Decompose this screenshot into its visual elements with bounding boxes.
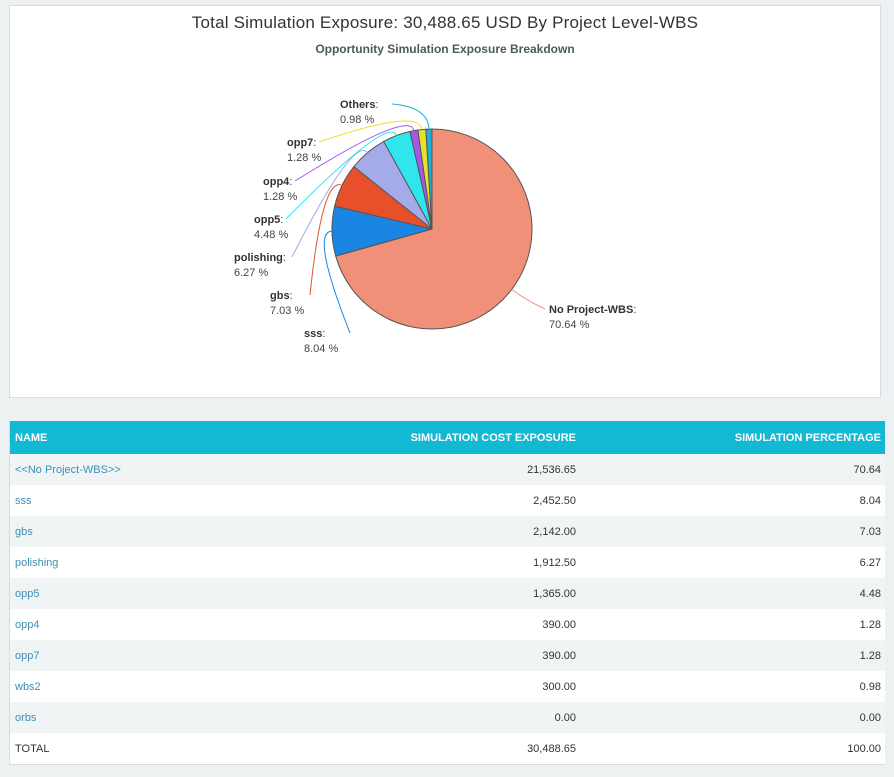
row-name-cell[interactable]: opp5 (10, 578, 290, 609)
row-cost-cell: 0.00 (554, 711, 576, 724)
slice-label: gbs: (270, 290, 293, 302)
slice-label: opp5: (254, 214, 283, 226)
exposure-table: NAME SIMULATION COST EXPOSURE SIMULATION… (9, 421, 885, 765)
slice-percentage-label: 0.98 % (340, 114, 374, 126)
row-percentage-cell: 7.03 (859, 525, 881, 538)
row-name-link[interactable]: <<No Project-WBS>> (15, 463, 121, 476)
connector-line (318, 120, 423, 143)
row-cost-cell: 390.00 (542, 649, 576, 662)
slice-label: Others: (340, 99, 379, 111)
row-percentage-cell: 0.00 (859, 711, 881, 724)
slice-label: opp4: (263, 176, 292, 188)
row-name-cell[interactable]: opp4 (10, 609, 290, 640)
pie-slice-others[interactable] (425, 128, 433, 230)
row-name-link[interactable]: opp7 (15, 649, 40, 662)
row-percentage-cell: 8.04 (859, 494, 881, 507)
row-cost-cell: 21,536.65 (527, 463, 576, 476)
row-percentage-cell: 6.27 (859, 556, 881, 569)
row-name-link[interactable]: orbs (15, 711, 37, 724)
table-row: opp4 390.00 1.28 (10, 609, 885, 640)
row-percentage-cell: 100.00 (847, 742, 881, 755)
row-cost-cell: 390.00 (542, 618, 576, 631)
row-name-cell: TOTAL (15, 742, 50, 755)
table-row: wbs2 300.00 0.98 (10, 671, 885, 702)
table-header-row: NAME SIMULATION COST EXPOSURE SIMULATION… (10, 421, 885, 454)
row-name-link[interactable]: polishing (15, 556, 59, 569)
table-row: sss 2,452.50 8.04 (10, 485, 885, 516)
slice-percentage-label: 70.64 % (549, 319, 590, 331)
column-header-cost[interactable]: SIMULATION COST EXPOSURE (410, 431, 576, 444)
connector-line (291, 150, 368, 258)
row-percentage-cell: 70.64 (853, 463, 881, 476)
table-row: polishing 1,912.50 6.27 (10, 547, 885, 578)
row-cost-cell: 1,912.50 (533, 556, 576, 569)
slice-percentage-label: 4.48 % (254, 229, 288, 241)
connector-line (511, 288, 546, 310)
row-name-link[interactable]: wbs2 (15, 680, 41, 693)
row-cost-cell: 2,142.00 (533, 525, 576, 538)
row-name-link[interactable]: opp4 (15, 618, 40, 631)
chart-title: Total Simulation Exposure: 30,488.65 USD… (191, 13, 699, 32)
connector-line (309, 184, 343, 296)
slice-label: No Project-WBS: (549, 304, 636, 316)
row-cost-cell: 30,488.65 (527, 742, 576, 755)
row-cost-cell: 1,365.00 (533, 587, 576, 600)
connector-line (294, 125, 415, 182)
row-name-cell[interactable]: polishing (10, 547, 290, 578)
slice-percentage-label: 7.03 % (270, 305, 304, 317)
slice-label: opp7: (287, 137, 316, 149)
table-total-row: TOTAL 30,488.65 100.00 (10, 733, 885, 764)
table-row: opp5 1,365.00 4.48 (10, 578, 885, 609)
table-row: gbs 2,142.00 7.03 (10, 516, 885, 547)
row-name-cell[interactable]: sss (10, 485, 290, 516)
slice-percentage-label: 8.04 % (304, 343, 338, 355)
column-header-percentage[interactable]: SIMULATION PERCENTAGE (734, 431, 881, 444)
slice-percentage-label: 1.28 % (287, 152, 321, 164)
table-row: opp7 390.00 1.28 (10, 640, 885, 671)
row-name-cell[interactable]: wbs2 (10, 671, 290, 702)
row-name-link[interactable]: sss (15, 494, 32, 507)
pie-chart: No Project-WBS: 70.64 % sss: 8.04 % gbs: 7.03… (234, 99, 636, 355)
row-cost-cell: 300.00 (542, 680, 576, 693)
row-name-link[interactable]: opp5 (15, 587, 40, 600)
chart-panel: Total Simulation Exposure: 30,488.65 USD… (9, 5, 881, 398)
connector-line (391, 103, 430, 130)
slice-percentage-label: 1.28 % (263, 191, 297, 203)
connector-line (323, 230, 351, 334)
slice-label: sss: (304, 328, 325, 340)
row-name-cell[interactable]: gbs (10, 516, 290, 547)
slice-label: polishing: (234, 252, 286, 264)
row-name-link[interactable]: gbs (15, 525, 33, 538)
row-name-cell[interactable]: opp7 (10, 640, 290, 671)
row-percentage-cell: 1.28 (859, 649, 881, 662)
column-header-name[interactable]: NAME (15, 431, 48, 444)
slice-percentage-label: 6.27 % (234, 267, 268, 279)
table-row: <<No Project-WBS>> 21,536.65 70.64 (10, 454, 885, 485)
row-name-cell[interactable]: <<No Project-WBS>> (10, 454, 290, 485)
chart-subtitle: Opportunity Simulation Exposure Breakdow… (315, 42, 575, 56)
row-cost-cell: 2,452.50 (533, 494, 576, 507)
table-row: orbs 0.00 0.00 (10, 702, 885, 733)
row-percentage-cell: 4.48 (859, 587, 881, 600)
row-percentage-cell: 0.98 (859, 680, 881, 693)
connector-line (285, 131, 397, 220)
row-name-cell[interactable]: orbs (10, 702, 290, 733)
row-percentage-cell: 1.28 (859, 618, 881, 631)
